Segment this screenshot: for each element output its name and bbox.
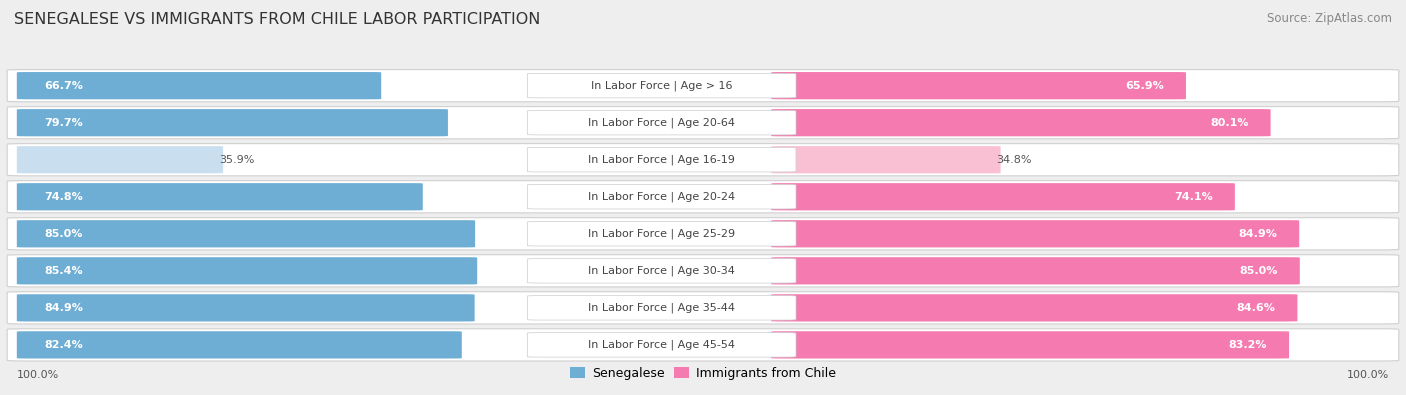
Text: 84.9%: 84.9% (1239, 229, 1277, 239)
FancyBboxPatch shape (772, 183, 1234, 211)
FancyBboxPatch shape (527, 222, 796, 246)
FancyBboxPatch shape (527, 147, 796, 172)
Text: 66.7%: 66.7% (45, 81, 83, 91)
Text: 85.4%: 85.4% (45, 266, 83, 276)
FancyBboxPatch shape (772, 257, 1299, 284)
Text: 100.0%: 100.0% (17, 370, 59, 380)
FancyBboxPatch shape (772, 331, 1289, 359)
FancyBboxPatch shape (17, 220, 475, 247)
FancyBboxPatch shape (17, 109, 449, 136)
FancyBboxPatch shape (7, 292, 1399, 324)
FancyBboxPatch shape (7, 218, 1399, 250)
FancyBboxPatch shape (17, 183, 423, 211)
Text: 82.4%: 82.4% (45, 340, 83, 350)
Text: 85.0%: 85.0% (45, 229, 83, 239)
FancyBboxPatch shape (17, 146, 224, 173)
FancyBboxPatch shape (7, 107, 1399, 139)
FancyBboxPatch shape (7, 181, 1399, 213)
FancyBboxPatch shape (7, 255, 1399, 287)
FancyBboxPatch shape (772, 146, 1001, 173)
Text: 85.0%: 85.0% (1239, 266, 1278, 276)
FancyBboxPatch shape (527, 73, 796, 98)
FancyBboxPatch shape (527, 295, 796, 320)
Text: 34.8%: 34.8% (997, 155, 1032, 165)
FancyBboxPatch shape (527, 184, 796, 209)
FancyBboxPatch shape (7, 70, 1399, 102)
Text: 84.9%: 84.9% (45, 303, 83, 313)
Text: 100.0%: 100.0% (1347, 370, 1389, 380)
Text: SENEGALESE VS IMMIGRANTS FROM CHILE LABOR PARTICIPATION: SENEGALESE VS IMMIGRANTS FROM CHILE LABO… (14, 12, 540, 27)
FancyBboxPatch shape (772, 109, 1271, 136)
Text: In Labor Force | Age > 16: In Labor Force | Age > 16 (591, 81, 733, 91)
FancyBboxPatch shape (772, 294, 1298, 322)
FancyBboxPatch shape (7, 329, 1399, 361)
Text: In Labor Force | Age 20-24: In Labor Force | Age 20-24 (588, 192, 735, 202)
FancyBboxPatch shape (7, 144, 1399, 176)
FancyBboxPatch shape (527, 259, 796, 283)
Text: Source: ZipAtlas.com: Source: ZipAtlas.com (1267, 12, 1392, 25)
Text: 84.6%: 84.6% (1236, 303, 1275, 313)
Legend: Senegalese, Immigrants from Chile: Senegalese, Immigrants from Chile (565, 362, 841, 385)
Text: 80.1%: 80.1% (1211, 118, 1249, 128)
FancyBboxPatch shape (17, 257, 477, 284)
Text: In Labor Force | Age 35-44: In Labor Force | Age 35-44 (588, 303, 735, 313)
Text: 83.2%: 83.2% (1229, 340, 1267, 350)
Text: In Labor Force | Age 30-34: In Labor Force | Age 30-34 (588, 265, 735, 276)
Text: 65.9%: 65.9% (1125, 81, 1164, 91)
Text: 35.9%: 35.9% (219, 155, 254, 165)
Text: In Labor Force | Age 16-19: In Labor Force | Age 16-19 (588, 154, 735, 165)
Text: 79.7%: 79.7% (45, 118, 83, 128)
Text: 74.8%: 74.8% (45, 192, 83, 202)
FancyBboxPatch shape (772, 220, 1299, 247)
Text: In Labor Force | Age 25-29: In Labor Force | Age 25-29 (588, 229, 735, 239)
Text: 74.1%: 74.1% (1174, 192, 1213, 202)
FancyBboxPatch shape (527, 111, 796, 135)
FancyBboxPatch shape (17, 72, 381, 99)
Text: In Labor Force | Age 20-64: In Labor Force | Age 20-64 (588, 117, 735, 128)
FancyBboxPatch shape (17, 294, 475, 322)
FancyBboxPatch shape (527, 333, 796, 357)
FancyBboxPatch shape (772, 72, 1187, 99)
Text: In Labor Force | Age 45-54: In Labor Force | Age 45-54 (588, 340, 735, 350)
FancyBboxPatch shape (17, 331, 461, 359)
